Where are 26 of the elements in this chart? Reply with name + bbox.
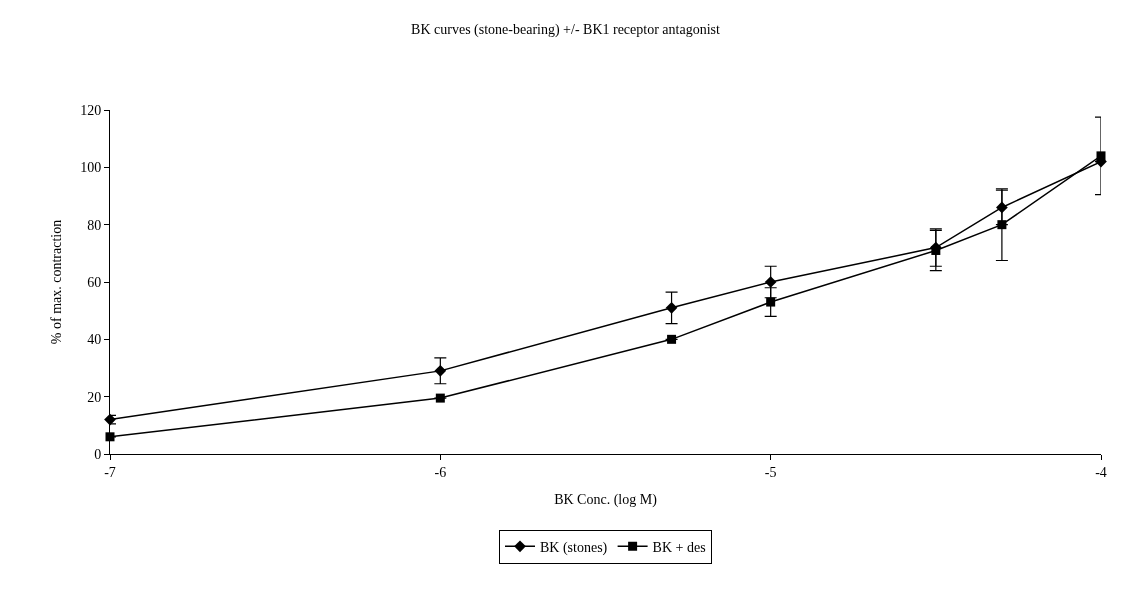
x-tick-label: -5 [764,464,777,480]
y-tick-label: 0 [94,446,102,462]
y-tick-label: 60 [87,274,102,290]
point [766,297,776,307]
point [1096,151,1106,161]
y-tick-label: 100 [80,160,102,176]
point [997,220,1007,230]
y-tick-label: 80 [87,217,102,233]
legend-label: BK + des [652,539,706,555]
point [931,245,941,255]
y-axis-title: % of max. contraction [48,219,64,345]
x-tick-label: -7 [104,464,116,480]
x-tick-label: -4 [1095,464,1107,480]
x-tick-label: -6 [434,464,447,480]
y-tick-label: 120 [80,102,102,118]
legend-label: BK (stones) [540,539,608,556]
point [667,334,677,344]
chart-title: BK curves (stone-bearing) +/- BK1 receptor antagonist [411,21,720,38]
x-axis-title: BK Conc. (log M) [554,492,658,509]
point [764,276,777,288]
y-tick-label: 20 [87,389,102,405]
y-tick-label: 40 [87,332,102,348]
point [665,301,678,314]
point [104,413,117,426]
point [434,365,447,377]
point [435,393,445,403]
